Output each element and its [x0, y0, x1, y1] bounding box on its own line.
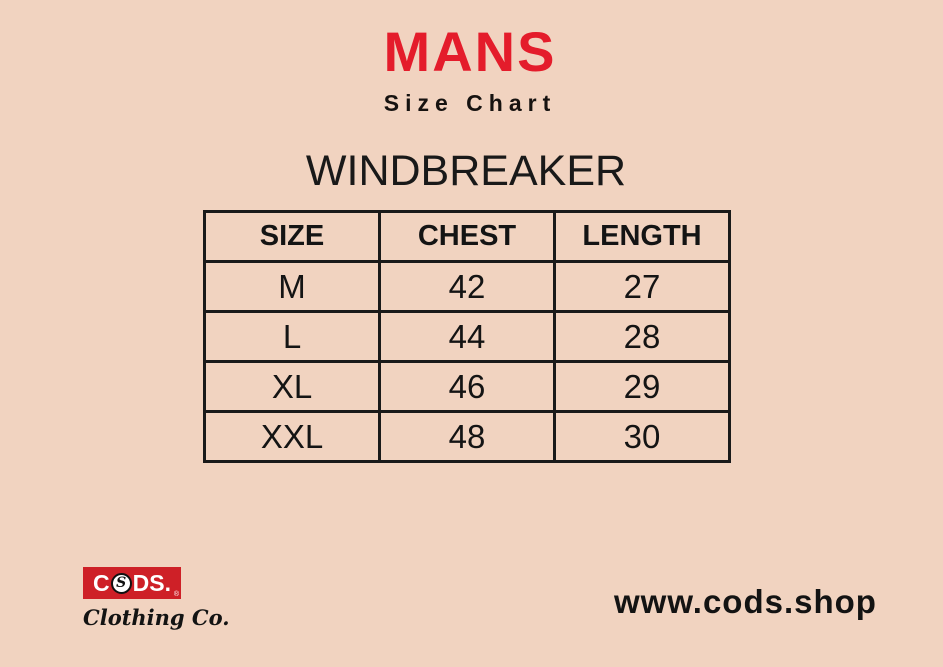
cell-size: L: [203, 310, 381, 363]
cell-chest: 48: [378, 410, 556, 463]
table-row: XXL 48 30: [203, 410, 731, 463]
registered-trademark-icon: ®: [173, 591, 179, 598]
size-table-body: M 42 27 L 44 28 XL 46 29 XXL 48 30: [203, 260, 731, 463]
size-table-header: SIZE CHEST LENGTH: [203, 210, 731, 263]
cell-length: 29: [553, 360, 731, 413]
cell-length: 27: [553, 260, 731, 313]
logo-swirl-o-icon: S: [110, 572, 132, 594]
size-table: SIZE CHEST LENGTH M 42 27 L 44 28 XL 46 …: [203, 210, 731, 463]
cell-size: M: [203, 260, 381, 313]
cell-size: XL: [203, 360, 381, 413]
logo-tagline: Clothing Co.: [83, 605, 230, 630]
logo-letter-c: C: [93, 569, 110, 596]
page-subtitle: Size Chart: [383, 90, 557, 116]
product-title: WINDBREAKER: [305, 147, 627, 195]
cell-chest: 44: [378, 310, 556, 363]
cell-length: 28: [553, 310, 731, 363]
brand-logo: C S DS. ® Clothing Co.: [83, 567, 230, 630]
column-header-size: SIZE: [203, 210, 381, 263]
table-row: XL 46 29: [203, 360, 731, 413]
column-header-length: LENGTH: [553, 210, 731, 263]
website-url: www.cods.shop: [614, 583, 877, 620]
cell-chest: 46: [378, 360, 556, 413]
cell-chest: 42: [378, 260, 556, 313]
logo-box: C S DS. ®: [83, 567, 181, 599]
column-header-chest: CHEST: [378, 210, 556, 263]
cell-size: XXL: [203, 410, 381, 463]
logo-letters-ds: DS.: [132, 569, 171, 596]
cell-length: 30: [553, 410, 731, 463]
page-header: MANS Size Chart: [0, 24, 940, 117]
table-row: L 44 28: [203, 310, 731, 363]
table-row: M 42 27: [203, 260, 731, 313]
logo-swirl-letter: S: [116, 575, 127, 591]
page-title: MANS: [383, 20, 557, 83]
table-header-row: SIZE CHEST LENGTH: [203, 210, 731, 263]
